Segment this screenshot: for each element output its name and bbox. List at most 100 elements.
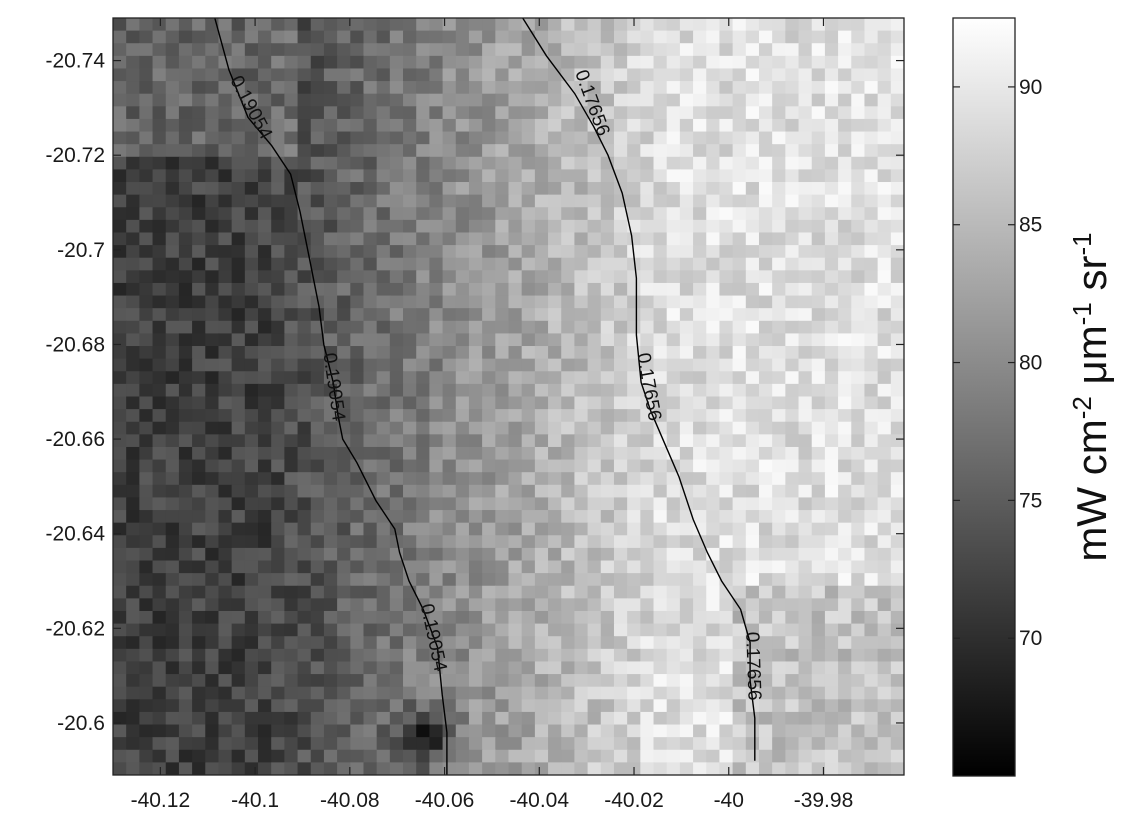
heatmap-cell bbox=[389, 737, 404, 751]
heatmap-cell bbox=[363, 762, 378, 775]
heatmap-cell bbox=[218, 459, 233, 473]
heatmap-cell bbox=[811, 346, 826, 360]
heatmap-cell bbox=[389, 598, 404, 612]
heatmap-cell bbox=[877, 43, 892, 57]
heatmap-cell bbox=[890, 749, 904, 763]
heatmap-cell bbox=[732, 93, 747, 107]
heatmap-cell bbox=[640, 144, 655, 158]
heatmap-cell bbox=[587, 762, 602, 775]
heatmap-cell bbox=[534, 636, 549, 650]
heatmap-cell bbox=[534, 320, 549, 335]
heatmap-cell bbox=[719, 68, 734, 82]
heatmap-cell bbox=[851, 573, 866, 587]
heatmap-cell bbox=[218, 118, 233, 133]
heatmap-cell bbox=[389, 68, 404, 82]
heatmap-cell bbox=[205, 320, 220, 335]
heatmap-cell bbox=[693, 245, 707, 259]
heatmap-cell bbox=[864, 18, 879, 32]
heatmap-cell bbox=[785, 257, 800, 271]
heatmap-cell bbox=[284, 295, 299, 309]
heatmap-cell bbox=[877, 409, 892, 423]
heatmap-cell bbox=[627, 194, 641, 208]
heatmap-cell bbox=[218, 547, 233, 562]
heatmap-cell bbox=[258, 749, 272, 763]
heatmap-cell bbox=[587, 68, 602, 82]
heatmap-cell bbox=[640, 194, 655, 208]
heatmap-cell bbox=[890, 762, 904, 775]
heatmap-cell bbox=[297, 333, 312, 347]
heatmap-cell bbox=[851, 333, 866, 347]
heatmap-cell bbox=[772, 245, 786, 259]
heatmap-cell bbox=[495, 421, 510, 435]
heatmap-cell bbox=[851, 194, 866, 208]
heatmap-cell bbox=[152, 257, 167, 271]
heatmap-cell bbox=[363, 131, 378, 145]
heatmap-cell bbox=[297, 93, 312, 107]
heatmap-cell bbox=[350, 245, 365, 259]
heatmap-cell bbox=[561, 371, 576, 385]
heatmap-cell bbox=[258, 762, 272, 775]
heatmap-cell bbox=[258, 598, 272, 612]
heatmap-cell bbox=[244, 409, 259, 423]
heatmap-cell bbox=[508, 182, 523, 196]
heatmap-cell bbox=[178, 68, 193, 82]
heatmap-cell bbox=[442, 421, 457, 435]
heatmap-cell bbox=[666, 169, 681, 183]
heatmap-cell bbox=[719, 762, 734, 775]
heatmap-cell bbox=[482, 320, 496, 335]
heatmap-cell bbox=[811, 686, 826, 700]
heatmap-cell bbox=[666, 68, 681, 82]
heatmap-cell bbox=[468, 131, 483, 145]
heatmap-cell bbox=[205, 497, 220, 511]
heatmap-cell bbox=[890, 648, 904, 663]
heatmap-cell bbox=[719, 598, 734, 612]
heatmap-cell bbox=[126, 371, 140, 385]
heatmap-cell bbox=[653, 547, 668, 562]
heatmap-cell bbox=[534, 207, 549, 221]
heatmap-cell bbox=[310, 749, 325, 763]
x-tick-label: -40.08 bbox=[320, 789, 380, 812]
heatmap-cell bbox=[258, 459, 272, 473]
heatmap-cell bbox=[231, 636, 246, 650]
heatmap-cell bbox=[561, 169, 576, 183]
heatmap-cell bbox=[838, 711, 852, 726]
heatmap-cell bbox=[600, 636, 615, 650]
heatmap-cell bbox=[429, 459, 444, 473]
heatmap-cell bbox=[495, 333, 510, 347]
heatmap-cell bbox=[363, 194, 378, 208]
heatmap-cell bbox=[706, 81, 721, 95]
heatmap-cell bbox=[165, 131, 180, 145]
heatmap-cell bbox=[192, 169, 206, 183]
heatmap-cell bbox=[442, 106, 457, 120]
heatmap-cell bbox=[205, 636, 220, 650]
heatmap-cell bbox=[693, 598, 707, 612]
heatmap-cell bbox=[719, 320, 734, 335]
heatmap-cell bbox=[798, 295, 813, 309]
heatmap-cell bbox=[640, 497, 655, 511]
heatmap-cell bbox=[192, 636, 206, 650]
heatmap-cell bbox=[258, 320, 272, 335]
heatmap-cell bbox=[679, 446, 694, 461]
heatmap-cell bbox=[534, 585, 549, 599]
heatmap-cell bbox=[231, 535, 246, 549]
heatmap-cell bbox=[495, 623, 510, 637]
heatmap-cell bbox=[455, 472, 470, 486]
heatmap-cell bbox=[442, 762, 457, 775]
heatmap-cell bbox=[521, 421, 536, 435]
heatmap-cell bbox=[442, 118, 457, 133]
heatmap-cell bbox=[455, 409, 470, 423]
heatmap-cell bbox=[403, 510, 417, 524]
heatmap-cell bbox=[455, 257, 470, 271]
heatmap-cell bbox=[864, 560, 879, 574]
heatmap-cell bbox=[310, 623, 325, 637]
heatmap-cell bbox=[679, 55, 694, 70]
heatmap-cell bbox=[323, 295, 338, 309]
heatmap-cell bbox=[666, 18, 681, 32]
heatmap-cell bbox=[758, 762, 773, 775]
heatmap-cell bbox=[192, 106, 206, 120]
heatmap-cell bbox=[613, 459, 628, 473]
heatmap-cell bbox=[548, 81, 562, 95]
heatmap-cell bbox=[653, 194, 668, 208]
heatmap-cell bbox=[508, 699, 523, 713]
heatmap-cell bbox=[271, 699, 285, 713]
